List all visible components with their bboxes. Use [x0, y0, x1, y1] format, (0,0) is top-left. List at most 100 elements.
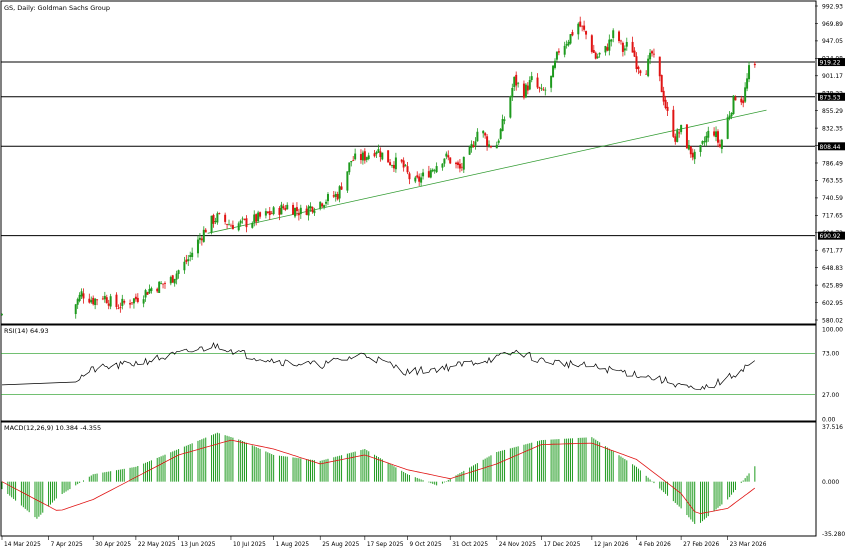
candle-bear: [200, 238, 203, 241]
candle-bull: [435, 166, 438, 173]
candle-bull: [501, 119, 504, 132]
rsi-pane-frame: [0, 324, 817, 422]
candle-bear: [88, 298, 91, 303]
level-price-tag: [818, 142, 845, 151]
candle-bear: [645, 73, 648, 75]
candle-bull: [699, 144, 702, 153]
macd-axis: 37.516 0.000 -35.280: [822, 424, 845, 538]
macd-title: MACD(12,26,9) 10.384 -4.355: [4, 424, 101, 432]
candle-bull: [555, 51, 558, 60]
candle-bear: [418, 176, 421, 182]
candle-bear: [226, 224, 229, 225]
time-tick-label: 13 Jun 2025: [181, 542, 216, 548]
candle-bear: [651, 51, 654, 54]
candle-bear: [635, 56, 638, 70]
candle-bull: [474, 141, 477, 146]
candle-bull: [109, 296, 112, 307]
candle-bull: [647, 58, 650, 77]
candle-bull: [323, 205, 326, 208]
macd-tick-label: 37.516: [822, 424, 843, 431]
candle-bull: [720, 139, 723, 149]
time-tick-label: 9 Oct 2025: [410, 542, 442, 548]
candle-bear: [218, 213, 221, 214]
candle-bear: [631, 41, 634, 53]
candle-bear: [538, 87, 541, 89]
candle-bear: [691, 152, 694, 158]
candle-bear: [427, 171, 430, 178]
candle-bull: [1, 314, 3, 315]
candle-bull: [517, 82, 520, 84]
candle-bull: [528, 80, 531, 90]
candle-bear: [321, 203, 324, 207]
candle-bear: [606, 47, 609, 51]
candle-bear: [332, 195, 335, 197]
candle-bear: [557, 51, 560, 53]
candle-bull: [497, 140, 500, 143]
candle-bear: [542, 89, 545, 91]
candle-bull: [177, 270, 180, 274]
candle-bear: [123, 301, 126, 303]
horizontal-levels: [1, 61, 815, 237]
trendline-layer: [207, 109, 767, 234]
candle-bull: [470, 143, 473, 148]
candle-bull: [150, 288, 153, 291]
candle-bear: [282, 206, 285, 209]
candle-bull: [524, 84, 527, 98]
candle-bear: [171, 275, 174, 283]
candle-bull: [499, 129, 502, 139]
rsi-layer: [1, 342, 815, 396]
candle-bear: [689, 146, 692, 155]
candle-bear: [672, 109, 675, 137]
candle-bull: [414, 177, 417, 182]
candle-bull: [703, 141, 706, 143]
candle-bull: [610, 39, 613, 42]
candle-bull: [74, 304, 77, 315]
level-price-tag-label: 690.92: [820, 233, 841, 240]
candle-bull: [429, 170, 432, 178]
candles: [1, 16, 756, 319]
chart-title: GS, Daily: Goldman Sachs Group: [4, 4, 110, 12]
candle-bear: [389, 162, 392, 166]
candle-bull: [334, 193, 337, 197]
candle-bear: [295, 207, 298, 212]
candle-bull: [482, 130, 485, 134]
level-price-tag-label: 873.53: [820, 94, 841, 101]
candle-bull: [701, 141, 704, 144]
time-tick-label: 12 Jan 2026: [594, 542, 629, 548]
time-tick-label: 30 Apr 2025: [95, 542, 131, 548]
candle-bull: [612, 30, 615, 39]
level-price-tag: [818, 58, 845, 67]
level-price-tag-label: 808.44: [820, 144, 841, 151]
candle-bear: [581, 25, 584, 27]
candle-bull: [354, 153, 357, 160]
candle-bear: [678, 132, 681, 134]
price-tick-label: 625.89: [822, 282, 843, 289]
candle-bear: [268, 211, 271, 216]
candle-bear: [402, 160, 405, 168]
candle-bear: [156, 288, 159, 292]
macd-pane-frame: [0, 421, 817, 537]
candle-bear: [716, 131, 719, 143]
candle-bear: [129, 303, 132, 305]
macd-signal-line: [1, 439, 756, 515]
candle-bear: [526, 85, 529, 91]
price-tick-label: 969.89: [822, 21, 843, 28]
candle-bear: [664, 99, 667, 108]
candle-bear: [619, 40, 622, 42]
candle-bear: [460, 166, 463, 168]
candle-bear: [660, 75, 663, 93]
candle-bear: [416, 175, 419, 178]
candle-bull: [307, 206, 310, 216]
candle-bear: [105, 297, 108, 304]
candle-bull: [80, 291, 83, 297]
level-tags: 919.22 873.53 808.44 690.92: [818, 58, 845, 240]
candle-bear: [101, 298, 104, 300]
candle-bull: [540, 88, 543, 90]
candle-bear: [243, 218, 246, 220]
candle-bear: [115, 294, 118, 308]
candle-bear: [740, 98, 743, 103]
candle-bull: [431, 169, 434, 172]
candle-bear: [515, 74, 518, 86]
candle-bull: [680, 124, 683, 133]
